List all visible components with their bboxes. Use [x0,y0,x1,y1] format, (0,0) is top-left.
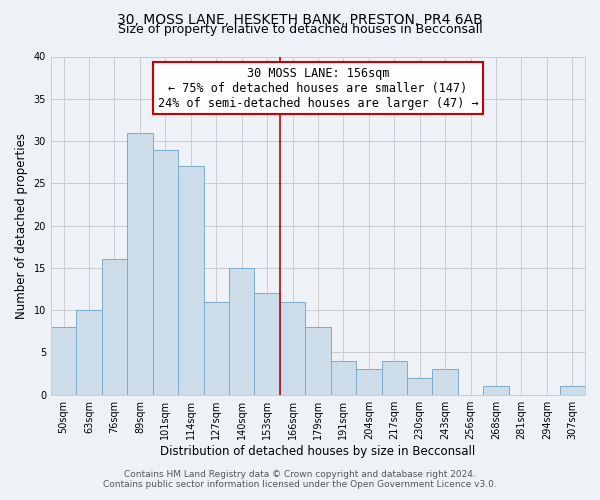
Bar [102,260,127,394]
Bar [152,150,178,394]
Bar [382,361,407,394]
Bar [331,361,356,394]
Bar [178,166,203,394]
Text: 30, MOSS LANE, HESKETH BANK, PRESTON, PR4 6AB: 30, MOSS LANE, HESKETH BANK, PRESTON, PR… [117,12,483,26]
Bar [483,386,509,394]
Y-axis label: Number of detached properties: Number of detached properties [15,132,28,318]
Bar [51,327,76,394]
Bar [280,302,305,394]
X-axis label: Distribution of detached houses by size in Becconsall: Distribution of detached houses by size … [160,444,476,458]
Text: Contains HM Land Registry data © Crown copyright and database right 2024.
Contai: Contains HM Land Registry data © Crown c… [103,470,497,489]
Text: 30 MOSS LANE: 156sqm
← 75% of detached houses are smaller (147)
24% of semi-deta: 30 MOSS LANE: 156sqm ← 75% of detached h… [158,66,478,110]
Bar [229,268,254,394]
Bar [76,310,102,394]
Bar [254,293,280,394]
Bar [407,378,433,394]
Bar [305,327,331,394]
Bar [560,386,585,394]
Bar [127,132,152,394]
Bar [433,370,458,394]
Text: Size of property relative to detached houses in Becconsall: Size of property relative to detached ho… [118,22,482,36]
Bar [203,302,229,394]
Bar [356,370,382,394]
